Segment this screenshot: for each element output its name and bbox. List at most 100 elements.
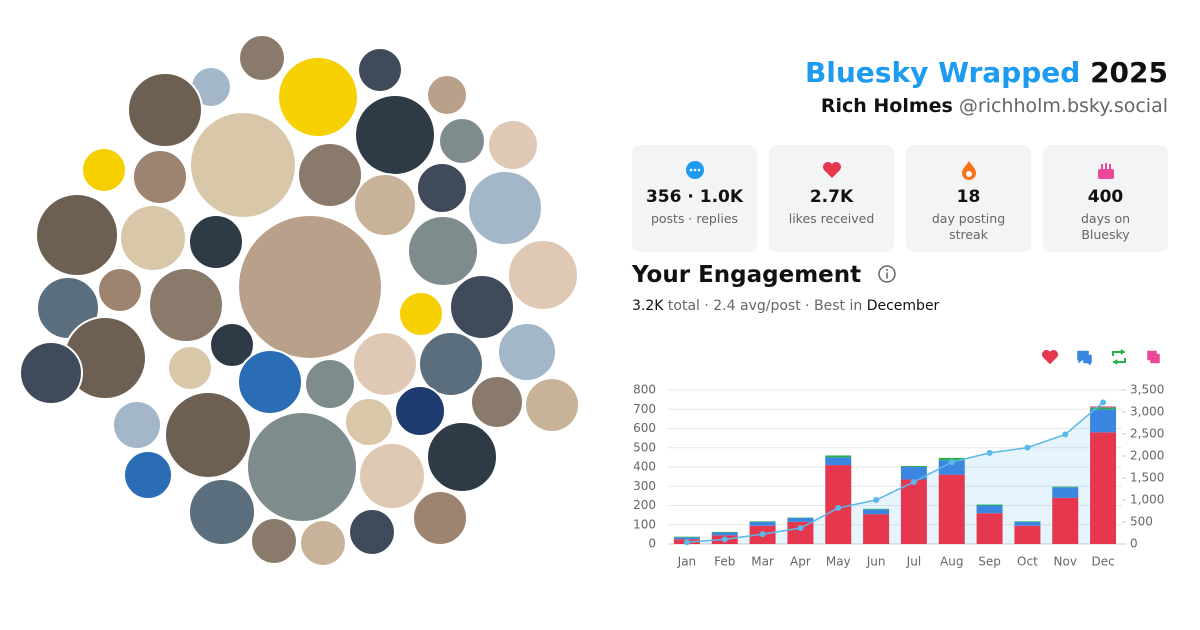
user: Rich Holmes @richholm.bsky.social xyxy=(805,95,1168,117)
avatar xyxy=(189,111,297,219)
y2-tick-label: 500 xyxy=(1130,515,1153,529)
x-tick-label: Jun xyxy=(866,555,886,569)
avatar xyxy=(426,421,498,493)
avatar xyxy=(353,173,417,237)
avatar xyxy=(487,119,539,171)
x-tick-label: Mar xyxy=(751,555,774,569)
avatar xyxy=(467,170,543,246)
bar-segment xyxy=(863,509,890,515)
y2-tick-label: 1,500 xyxy=(1130,471,1164,485)
y-tick-label: 0 xyxy=(648,537,656,551)
y2-tick-label: 1,000 xyxy=(1130,493,1164,507)
avatar xyxy=(237,214,383,360)
y2-tick-label: 2,500 xyxy=(1130,427,1164,441)
x-tick-label: Sep xyxy=(978,555,1001,569)
stat-label: day posting streak xyxy=(931,211,1006,242)
bar-segment xyxy=(938,457,965,461)
avatar xyxy=(418,331,484,397)
stat-card: 18 day posting streak xyxy=(906,145,1031,252)
bar-segment xyxy=(825,457,852,466)
line xyxy=(686,401,1104,543)
avatar xyxy=(112,400,162,450)
avatar xyxy=(127,72,203,148)
line-point xyxy=(986,449,993,456)
bar-segment xyxy=(863,514,890,544)
legend-icon[interactable] xyxy=(1112,349,1126,365)
line-point xyxy=(1062,431,1069,438)
y-tick-label: 200 xyxy=(633,498,656,512)
stat-card: 400 days on Bluesky xyxy=(1043,145,1168,252)
bar-segment xyxy=(863,508,890,510)
avatar xyxy=(299,519,347,567)
line-point xyxy=(948,459,955,466)
y-tick-label: 100 xyxy=(633,517,656,531)
x-tick-label: Aug xyxy=(940,555,963,569)
stat-card: 356 · 1.0K posts · replies xyxy=(632,145,757,252)
avatar xyxy=(348,508,396,556)
avatar xyxy=(412,490,468,546)
bar-segment xyxy=(787,518,814,522)
icon xyxy=(961,161,976,180)
y-tick-label: 500 xyxy=(633,440,656,454)
line-point xyxy=(797,525,804,532)
line-point xyxy=(873,497,880,503)
y2-tick-label: 3,000 xyxy=(1130,405,1164,419)
x-tick-label: Apr xyxy=(790,555,811,569)
bar-segment xyxy=(1052,497,1079,544)
stat-label: likes received xyxy=(788,211,875,226)
avatar xyxy=(237,349,303,415)
avatar xyxy=(398,291,444,337)
bar-segment xyxy=(1090,409,1117,433)
bar-segment xyxy=(1090,406,1117,408)
x-tick-label: Dec xyxy=(1091,555,1114,569)
avatar xyxy=(407,215,479,287)
x-tick-label: Oct xyxy=(1017,555,1038,569)
line-point xyxy=(721,536,728,543)
bar-segment xyxy=(749,521,776,522)
legend-icon[interactable] xyxy=(1042,350,1058,365)
y-tick-label: 400 xyxy=(633,460,656,474)
avatar xyxy=(148,267,224,343)
line-point xyxy=(835,504,842,511)
bar-segment xyxy=(787,521,814,544)
avatar xyxy=(358,442,426,510)
legend-icon[interactable] xyxy=(1077,350,1092,366)
avatar xyxy=(354,94,436,176)
x-tick-label: May xyxy=(826,555,851,569)
x-tick-label: Feb xyxy=(714,555,735,569)
bar-segment xyxy=(976,505,1003,514)
avatar xyxy=(81,147,127,193)
bar-segment xyxy=(938,460,965,475)
line-point xyxy=(683,539,690,546)
info-icon[interactable] xyxy=(877,264,897,284)
avatar xyxy=(119,204,187,272)
bar-segment xyxy=(900,466,927,467)
icon xyxy=(685,161,704,179)
stat-label: days on Bluesky xyxy=(1080,211,1131,242)
avatar xyxy=(238,34,286,82)
avatar xyxy=(167,345,213,391)
summary-best: December xyxy=(866,298,940,314)
bar-segment xyxy=(900,479,927,544)
bar-segment xyxy=(825,465,852,544)
avatar xyxy=(246,411,358,523)
stat-value: 18 xyxy=(956,187,981,207)
section-title: Your Engagement xyxy=(632,262,896,288)
avatar xyxy=(344,397,394,447)
avatar xyxy=(357,47,403,93)
legend-icon[interactable] xyxy=(1147,350,1160,364)
bar-segment xyxy=(673,536,700,538)
stat-label: posts · replies xyxy=(650,211,739,226)
bar-segment xyxy=(1014,521,1041,522)
y2-tick-label: 0 xyxy=(1130,537,1138,551)
stat-value: 400 xyxy=(1087,187,1124,207)
avatar xyxy=(132,149,188,205)
app-title: Bluesky Wrapped xyxy=(804,56,1081,89)
line-point xyxy=(910,478,917,485)
avatar xyxy=(164,391,252,479)
bar-segment xyxy=(1090,407,1117,410)
bar-segment xyxy=(749,521,776,526)
bar-segment xyxy=(976,504,1003,506)
